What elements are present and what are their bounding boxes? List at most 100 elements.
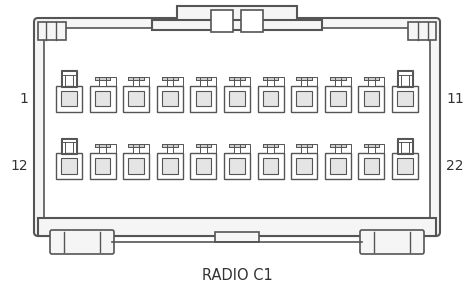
Bar [73, 71, 76, 86]
Bar [330, 158, 346, 174]
Bar [215, 232, 259, 242]
Bar [398, 71, 401, 86]
Bar [133, 76, 139, 86]
Bar [409, 71, 412, 86]
Bar [257, 153, 283, 179]
Bar [397, 137, 413, 154]
Bar [267, 76, 274, 86]
Bar [95, 158, 110, 174]
Bar [62, 139, 76, 142]
Bar [364, 158, 379, 174]
Bar [358, 86, 384, 112]
Bar [409, 139, 412, 153]
Bar [241, 10, 263, 32]
Bar [301, 76, 308, 86]
Bar [162, 76, 178, 80]
Bar [196, 158, 211, 174]
Bar [229, 158, 245, 174]
Text: 1: 1 [19, 92, 28, 106]
Bar [397, 91, 413, 106]
Bar [177, 6, 297, 26]
Bar [296, 158, 312, 174]
Bar [330, 91, 346, 106]
Bar [152, 20, 322, 30]
Bar [162, 144, 178, 147]
Bar [123, 153, 149, 179]
Bar [368, 76, 374, 86]
Bar [330, 76, 346, 80]
Bar [291, 153, 317, 179]
Bar [263, 144, 278, 147]
Bar [128, 158, 144, 174]
Bar [229, 91, 245, 106]
Bar [128, 144, 144, 147]
FancyBboxPatch shape [360, 230, 424, 254]
Bar [358, 153, 384, 179]
Bar [73, 139, 76, 153]
Text: 22: 22 [446, 159, 464, 173]
Bar [123, 86, 149, 112]
FancyBboxPatch shape [34, 18, 440, 236]
Bar [392, 153, 418, 179]
Bar [61, 137, 77, 154]
Bar [62, 71, 65, 86]
Bar [398, 139, 401, 153]
Bar [211, 10, 233, 32]
Bar [368, 144, 374, 153]
Bar [335, 144, 341, 153]
Bar [296, 91, 312, 106]
Bar [296, 144, 312, 147]
Bar [90, 153, 116, 179]
Bar [296, 76, 312, 80]
Bar [325, 86, 351, 112]
Bar [56, 153, 82, 179]
Bar [229, 76, 245, 80]
Text: 12: 12 [10, 159, 28, 173]
Bar [61, 158, 77, 174]
Bar [162, 158, 178, 174]
Bar [196, 91, 211, 106]
Bar [61, 91, 77, 106]
Bar [301, 144, 308, 153]
Bar [128, 76, 144, 80]
Bar [263, 91, 278, 106]
Bar [229, 144, 245, 147]
Bar [397, 158, 413, 174]
Bar [95, 91, 110, 106]
Bar [408, 22, 436, 40]
FancyBboxPatch shape [50, 230, 114, 254]
Bar [291, 86, 317, 112]
Bar [398, 139, 412, 142]
Bar [200, 144, 207, 153]
Bar [191, 86, 217, 112]
Bar [325, 153, 351, 179]
Bar [56, 86, 82, 112]
Bar [162, 91, 178, 106]
Bar [364, 76, 379, 80]
Bar [157, 86, 183, 112]
Bar [335, 76, 341, 86]
Bar [166, 144, 173, 153]
Bar [95, 144, 110, 147]
Bar [364, 91, 379, 106]
Text: RADIO C1: RADIO C1 [201, 268, 273, 283]
Bar [191, 153, 217, 179]
Bar [90, 86, 116, 112]
Bar [398, 71, 412, 75]
Bar [128, 91, 144, 106]
Bar [263, 76, 278, 80]
Bar [397, 70, 413, 87]
Bar [100, 144, 106, 153]
Bar [100, 76, 106, 86]
Bar [224, 153, 250, 179]
Bar [38, 22, 66, 40]
Bar [157, 153, 183, 179]
Bar [267, 144, 274, 153]
Bar [392, 86, 418, 112]
Bar [263, 158, 278, 174]
Text: 11: 11 [446, 92, 464, 106]
Bar [234, 76, 240, 86]
Bar [166, 76, 173, 86]
Bar [95, 76, 110, 80]
Bar [62, 139, 65, 153]
